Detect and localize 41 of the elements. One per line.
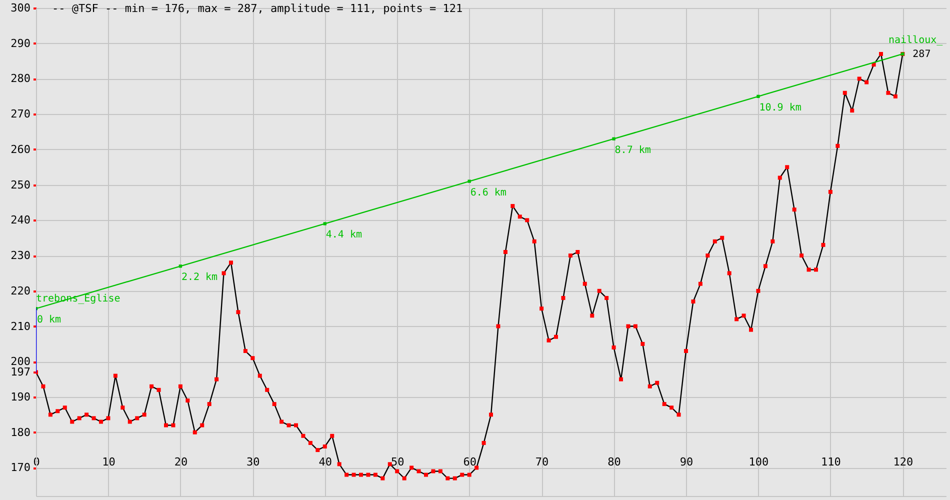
point [612,137,616,140]
x-tick-label: 60 [463,456,476,468]
y-tick-label: 240 [10,214,30,227]
y-tick-label: 260 [10,142,30,156]
x-tick-label: 110 [821,456,841,468]
point [756,94,760,98]
x-tick-label: 20 [174,456,188,468]
y-tick-label: 280 [10,72,30,86]
x-tick-label: 40 [318,456,332,468]
y-tick-label: 180 [10,426,30,439]
x-tick-label: 100 [748,456,769,468]
annotation: 6.6 km [470,187,506,198]
y-tick-label: 230 [10,249,30,262]
point [468,180,471,183]
x-tick-label: 120 [893,456,914,468]
y-tick-label: 220 [10,284,30,298]
point [178,264,182,268]
y-tick-label: 210 [10,320,30,333]
annotation: 287 [912,48,931,60]
y-tick-label: 290 [10,36,30,50]
y-tick-label: 200 [10,355,30,368]
y-tick-label: 250 [10,178,30,192]
x-tick-label: 90 [680,456,694,468]
x-tick-label: 80 [608,456,621,468]
y-tick-label: 190 [10,390,30,404]
y-tick-label: 197 [10,366,30,379]
point [323,222,326,226]
annotation: 0 km [37,314,62,326]
annotation: 8.7 km [614,144,651,156]
x-tick-label: 10 [102,456,116,468]
chart-title: -- @TSF -- min = 176, max = 287, amplitude = 111, points = 121 [52,2,463,15]
annotation: 2.2 km [181,272,218,284]
x-tick-label: 50 [390,456,404,468]
annotation: 10.9 km [759,102,802,114]
y-tick-label: 300 [10,2,30,14]
y-tick-label: 170 [10,461,30,474]
annotation: 4.4 km [326,230,362,241]
x-tick-label: 30 [246,456,260,468]
y-tick-label: 270 [10,108,30,121]
x-tick-label: 70 [535,456,549,468]
annotation: nailloux_ [888,34,944,46]
